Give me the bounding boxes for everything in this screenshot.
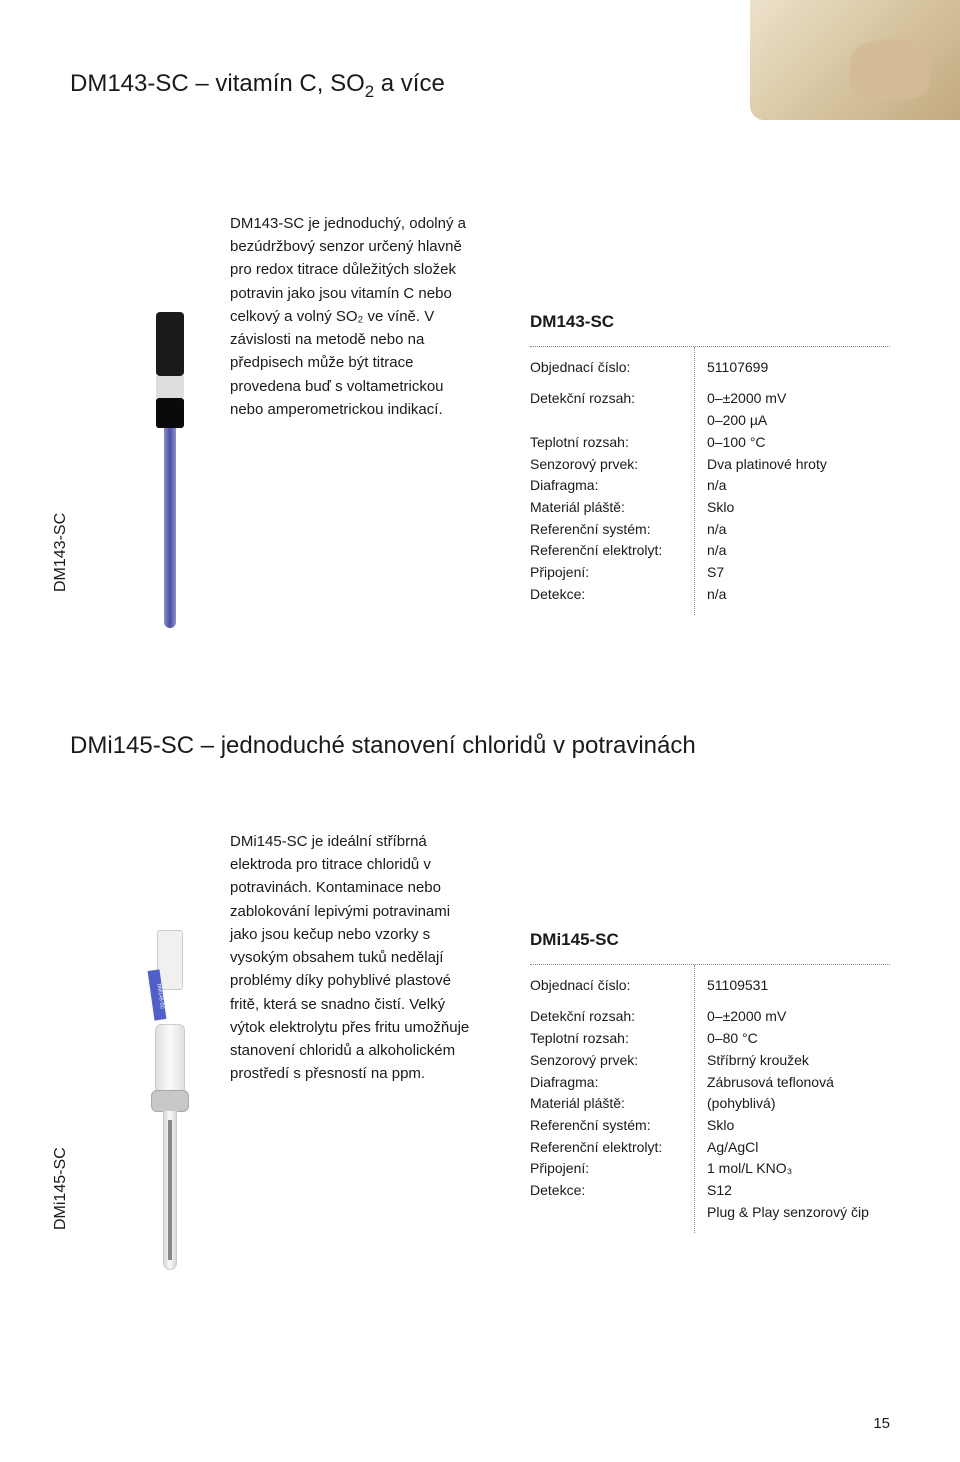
spec-value: n/a [707, 584, 890, 606]
spec-label: Objednací číslo: [530, 975, 686, 997]
section-1: DM143-SC DM143-SC je jednoduchý, odolný … [70, 212, 890, 652]
vertical-label-col: DM143-SC [70, 212, 110, 652]
spec-label: Připojení: [530, 1158, 686, 1180]
spec-label: Senzorový prvek: [530, 454, 686, 476]
title-subscript: 2 [365, 82, 374, 101]
vertical-label-col: DMi145-SC [70, 830, 110, 1290]
spec-label: Detekční rozsah: [530, 388, 686, 410]
spec-label: Referenční systém: [530, 519, 686, 541]
spec-value: Stříbrný kroužek [707, 1050, 890, 1072]
spec-label: Senzorový prvek: [530, 1050, 686, 1072]
spec-label: Objednací číslo: [530, 357, 686, 379]
spec-label: Teplotní rozsah: [530, 1028, 686, 1050]
spec-value: 0–200 µA [707, 410, 890, 432]
spec-label: Připojení: [530, 562, 686, 584]
product-description: DM143-SC je jednoduchý, odolný a bezúdrž… [230, 212, 480, 421]
spec-value: S7 [707, 562, 890, 584]
description-col: DMi145-SC je ideální stříbrná elektroda … [230, 830, 500, 1290]
spec-value: n/a [707, 475, 890, 497]
spec-value: Ag/AgCl [707, 1137, 890, 1159]
spec-value: 0–100 °C [707, 432, 890, 454]
spec-label: Referenční elektrolyt: [530, 540, 686, 562]
spec-value: 51107699 [707, 357, 890, 379]
spec-table: Objednací číslo: Detekční rozsah: Teplot… [530, 964, 890, 1234]
title-suffix: a více [374, 70, 445, 97]
vertical-product-label: DMi145-SC [52, 1147, 70, 1230]
spec-value: Zábrusová teflonová (pohyblivá) [707, 1072, 890, 1115]
title-text: DM143-SC – vitamín C, SO [70, 70, 365, 97]
spec-value: 0–±2000 mV [707, 388, 890, 410]
spec-table: Objednací číslo: Detekční rozsah: Teplot… [530, 346, 890, 616]
sensor-dmi145-illustration: DMi145-SC [149, 930, 191, 1290]
spec-label [530, 410, 686, 432]
spec-value: n/a [707, 540, 890, 562]
spec-label: Detekční rozsah: [530, 1006, 686, 1028]
spec-col: DMi145-SC Objednací číslo: Detekční rozs… [500, 830, 890, 1290]
vertical-product-label: DM143-SC [52, 513, 70, 592]
decorative-corner-image [750, 0, 960, 120]
spec-label: Diafragma: [530, 475, 686, 497]
spec-value: 0–80 °C [707, 1028, 890, 1050]
spec-label: Diafragma: [530, 1072, 686, 1094]
spec-label: Referenční systém: [530, 1115, 686, 1137]
spec-value: S12 [707, 1180, 890, 1202]
spec-title: DM143-SC [530, 312, 890, 332]
description-col: DM143-SC je jednoduchý, odolný a bezúdrž… [230, 212, 500, 652]
spec-values-col: 51109531 0–±2000 mV 0–80 °C Stříbrný kro… [695, 965, 890, 1234]
page-number: 15 [873, 1415, 890, 1432]
product-image-col [110, 212, 230, 652]
section-2-title: DMi145-SC – jednoduché stanovení chlorid… [70, 732, 890, 760]
spec-title: DMi145-SC [530, 930, 890, 950]
spec-value: 1 mol/L KNO₃ [707, 1158, 890, 1180]
spec-col: DM143-SC Objednací číslo: Detekční rozsa… [500, 212, 890, 652]
spec-value: Dva platinové hroty [707, 454, 890, 476]
product-description: DMi145-SC je ideální stříbrná elektroda … [230, 830, 480, 1086]
spec-value: Sklo [707, 497, 890, 519]
spec-label: Detekce: [530, 584, 686, 606]
title-text: DMi145-SC – jednoduché stanovení chlorid… [70, 732, 696, 759]
spec-label: Materiál pláště: [530, 1093, 686, 1115]
spec-values-col: 51107699 0–±2000 mV 0–200 µA 0–100 °C Dv… [695, 347, 890, 616]
spec-label: Detekce: [530, 1180, 686, 1202]
sensor-dm143-illustration [152, 312, 188, 652]
spec-value: n/a [707, 519, 890, 541]
spec-labels-col: Objednací číslo: Detekční rozsah: Teplot… [530, 965, 695, 1234]
spec-value: 51109531 [707, 975, 890, 997]
spec-labels-col: Objednací číslo: Detekční rozsah: Teplot… [530, 347, 695, 616]
spec-label: Teplotní rozsah: [530, 432, 686, 454]
spec-value: Plug & Play senzorový čip [707, 1202, 890, 1224]
spec-label: Materiál pláště: [530, 497, 686, 519]
spec-label: Referenční elektrolyt: [530, 1137, 686, 1159]
spec-value: Sklo [707, 1115, 890, 1137]
spec-value: 0–±2000 mV [707, 1006, 890, 1028]
page: DM143-SC – vitamín C, SO2 a více DM143-S… [0, 0, 960, 1462]
product-image-col: DMi145-SC [110, 830, 230, 1290]
section-2: DMi145-SC DMi145-SC DMi145-SC je ideální… [70, 830, 890, 1290]
